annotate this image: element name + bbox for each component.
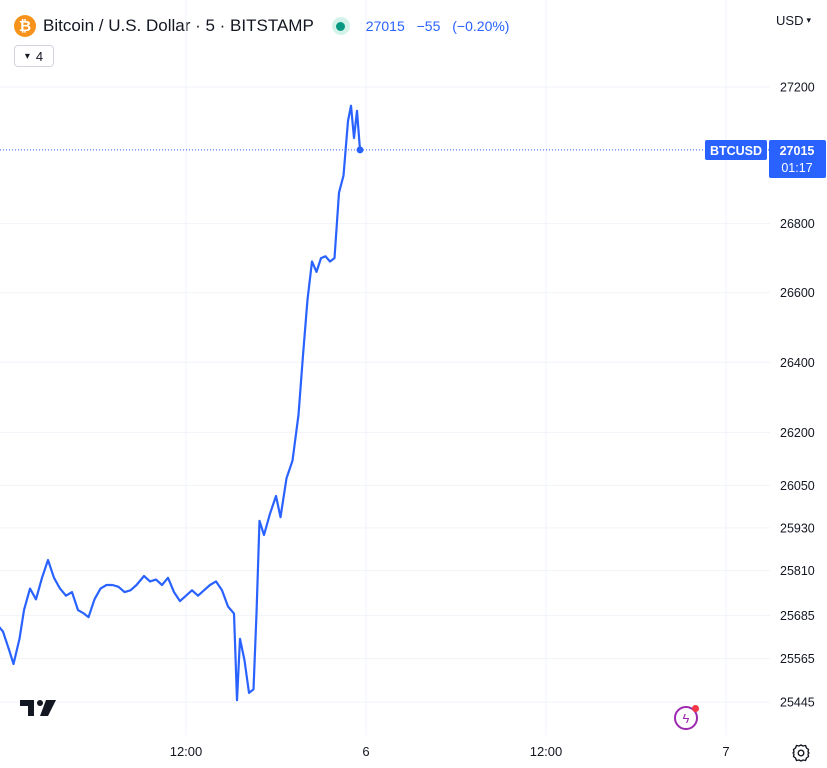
vertical-grid (185, 0, 727, 735)
y-tick-label: 25810 (780, 564, 815, 578)
horizontal-grid (0, 86, 770, 703)
y-tick-label: 26600 (780, 286, 815, 300)
x-tick-label: 12:00 (530, 744, 563, 759)
last-price-marker (356, 146, 364, 154)
price-series-line (0, 104, 362, 702)
currency-label: USD (776, 13, 804, 28)
symbol-tag (705, 140, 767, 160)
price-axis: 27200 26800 26600 26400 26200 26050 25930 25810… (780, 81, 815, 710)
tradingview-logo-icon[interactable] (20, 698, 58, 723)
y-tick-label: 26050 (780, 479, 815, 493)
y-tick-label: 26400 (780, 356, 815, 370)
chevron-down-icon: ▾ (806, 15, 811, 25)
x-tick-label: 12:00 (170, 744, 203, 759)
chevron-down-icon: ▾ (24, 50, 30, 62)
x-tick-label: 7 (722, 744, 729, 759)
live-status-icon (331, 17, 350, 35)
x-tick-label: 6 (362, 744, 369, 759)
price-change: −55 (416, 18, 441, 34)
symbol-title[interactable]: Bitcoin / U.S. Dollar · 5 · BITSTAMP (43, 16, 314, 35)
price-tag (769, 140, 826, 178)
price-change-percent: (−0.20%) (452, 18, 510, 34)
price-label-group: BTCUSD 27015 01:17 (705, 140, 826, 178)
countdown-text: 01:17 (781, 161, 812, 175)
lightning-icon[interactable]: ϟ (674, 705, 699, 730)
price-quote: 27015 −55 (−0.20%) (366, 18, 510, 34)
y-tick-label: 26200 (780, 426, 815, 440)
y-tick-label: 25930 (780, 521, 815, 535)
indicators-collapse-button[interactable]: ▾ 4 (14, 45, 54, 67)
price-tag-text: 27015 (780, 144, 815, 158)
bitcoin-icon: ₿ (14, 15, 36, 37)
y-tick-label: 27200 (780, 81, 815, 95)
y-tick-label: 25565 (780, 652, 815, 666)
last-price: 27015 (365, 18, 405, 34)
symbol-tag-text: BTCUSD (710, 144, 762, 158)
y-tick-label: 26800 (780, 217, 815, 231)
currency-selector[interactable]: USD ▾ (776, 13, 811, 28)
indicator-count: 4 (35, 48, 44, 64)
settings-icon[interactable] (791, 743, 811, 768)
y-tick-label: 25445 (780, 696, 815, 710)
y-tick-label: 25685 (780, 609, 815, 623)
symbol-header: ₿ Bitcoin / U.S. Dollar · 5 · BITSTAMP 2… (14, 12, 509, 40)
